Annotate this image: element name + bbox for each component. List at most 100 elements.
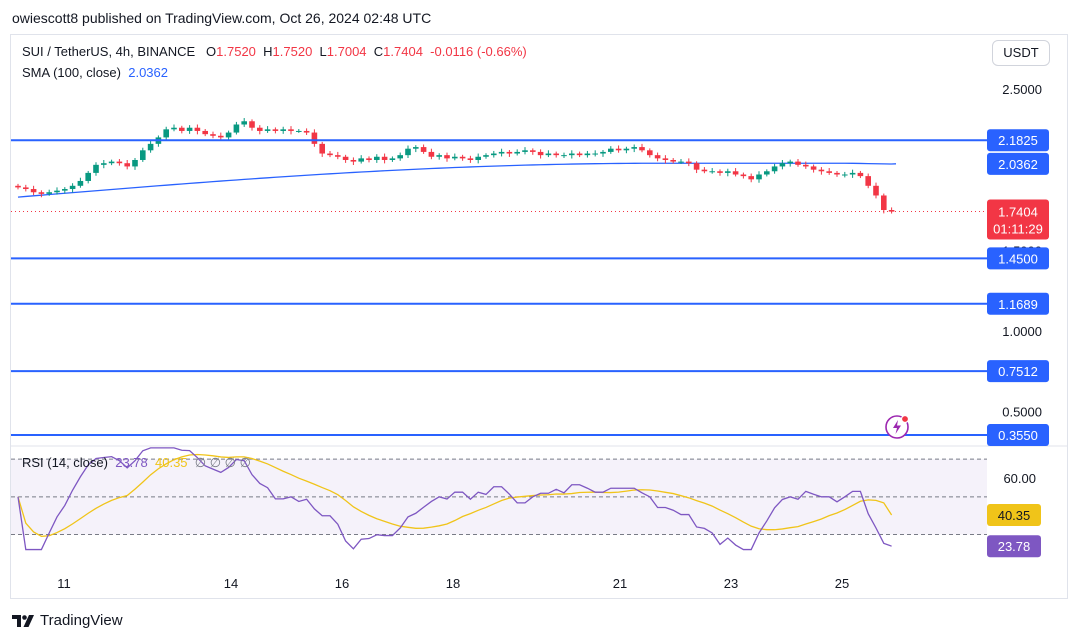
candle-body [132, 159, 138, 167]
candle-body [179, 127, 185, 131]
sma-price-tag [987, 152, 1049, 175]
candle-body [436, 155, 442, 157]
candle-body [787, 161, 793, 164]
candle-body [826, 171, 832, 173]
x-tick-label: 16 [335, 576, 349, 591]
candle-body [311, 132, 318, 144]
candle-body [389, 158, 396, 160]
current-price-label: 1.7404 [998, 205, 1038, 220]
candle-body [717, 171, 723, 173]
x-tick-label: 18 [446, 576, 460, 591]
rsi-line [17, 447, 892, 551]
candle-body [413, 147, 419, 149]
candle-body [77, 180, 84, 186]
level-price-tag [987, 292, 1049, 315]
sma-line [17, 162, 897, 198]
candle-body [631, 147, 637, 149]
candle-body [327, 153, 333, 156]
candle-body [522, 150, 528, 152]
candle-body [537, 151, 544, 156]
candle-body [592, 153, 598, 155]
alert-bolt-icon[interactable] [884, 414, 910, 440]
price-legend: SUI / TetherUS, 4h, BINANCE O1.7520 H1.7… [22, 44, 527, 59]
candle-body [670, 159, 676, 162]
candle-body [374, 156, 380, 160]
level-price-label: 0.7512 [998, 364, 1038, 379]
rsi-ma-tag [987, 504, 1041, 527]
tradingview-logo: TradingView [12, 612, 123, 629]
change-value: -0.0116 (-0.66%) [430, 44, 527, 59]
rsi-tag-label: 23.78 [998, 539, 1031, 554]
candle-body [686, 161, 692, 164]
candle-body [764, 171, 770, 175]
candle-body [171, 127, 177, 130]
candle-body [584, 153, 591, 156]
candle-body [280, 129, 286, 131]
candle-body [459, 156, 466, 159]
candle-body [93, 164, 99, 173]
candle-body [38, 192, 45, 194]
candle-body [654, 155, 661, 159]
candle-body [662, 158, 669, 160]
candle-body [491, 153, 497, 156]
rsi-y-tick-label: 60.00 [1003, 471, 1036, 486]
candle-body [381, 156, 388, 160]
level-price-tag [987, 424, 1049, 447]
y-tick-label: 1.0000 [1002, 324, 1042, 339]
candle-body [475, 156, 481, 160]
level-price-tag [987, 360, 1049, 383]
candle-body [678, 161, 684, 163]
candle-body [405, 148, 411, 156]
candle-body [561, 155, 567, 157]
candle-body [358, 158, 364, 162]
rsi-empty-values: ∅ ∅ ∅ ∅ [194, 455, 251, 470]
close-value: 1.7404 [383, 44, 423, 59]
candle-body [202, 130, 208, 135]
candle-body [194, 127, 201, 131]
candle-body [210, 134, 216, 136]
level-price-label: 0.3550 [998, 428, 1038, 443]
low-value: 1.7004 [326, 44, 367, 59]
candle-body [241, 121, 247, 125]
y-tick-label: 2.5000 [1002, 82, 1042, 97]
sma-legend: SMA (100, close) 2.0362 [22, 65, 168, 80]
candle-body [420, 147, 427, 152]
candle-body [576, 153, 583, 156]
sma-price-label: 2.0362 [998, 157, 1038, 172]
current-price-tag [987, 199, 1049, 240]
candle-body [62, 189, 68, 191]
candle-body [116, 161, 123, 164]
candle-body [569, 153, 575, 156]
publisher-line: owiescott8 published on TradingView.com,… [12, 10, 432, 26]
candle-body [15, 185, 21, 188]
candle-body [335, 155, 341, 157]
x-tick-label: 25 [835, 576, 849, 591]
candle-body [303, 130, 310, 133]
candle-body [108, 161, 115, 164]
candle-body [225, 132, 232, 138]
currency-button[interactable]: USDT [992, 40, 1050, 66]
level-price-label: 1.1689 [998, 297, 1038, 312]
candle-body [849, 172, 856, 175]
candle-body [498, 151, 505, 154]
candle-body [397, 155, 403, 159]
candle-body [218, 135, 224, 138]
y-tick-label: 0.5000 [1002, 405, 1042, 420]
rsi-legend: RSI (14, close) 23.78 40.35 ∅ ∅ ∅ ∅ [22, 455, 251, 471]
candle-body [288, 129, 294, 131]
candle-body [553, 153, 559, 156]
candle-body [452, 156, 458, 159]
candle-body [147, 143, 154, 151]
candle-body [803, 164, 809, 167]
high-value: 1.7520 [272, 44, 313, 59]
candle-body [748, 176, 754, 180]
rsi-ma-line [17, 453, 893, 538]
sma-label: SMA (100, close) [22, 65, 121, 80]
candle-body [30, 189, 37, 193]
candle-body [467, 158, 474, 160]
candle-body [319, 143, 325, 154]
x-tick-label: 23 [724, 576, 738, 591]
candle-body [842, 174, 848, 176]
candle-body [810, 166, 817, 170]
